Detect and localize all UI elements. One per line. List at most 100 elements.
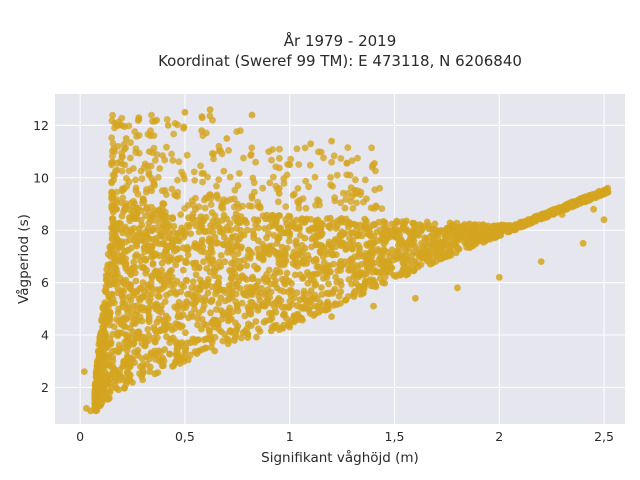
scatter-point	[271, 304, 279, 311]
scatter-point	[216, 224, 223, 232]
scatter-point	[162, 224, 170, 232]
scatter-point	[310, 312, 317, 319]
scatter-point	[168, 150, 176, 158]
scatter-point	[139, 195, 147, 203]
scatter-point	[137, 216, 145, 224]
scatter-point	[147, 162, 155, 170]
scatter-point	[450, 221, 457, 229]
scatter-point	[235, 170, 243, 177]
scatter-point	[267, 327, 275, 335]
scatter-point	[180, 123, 188, 131]
scatter-point	[338, 261, 345, 269]
scatter-point	[159, 211, 167, 218]
scatter-point	[124, 354, 131, 362]
scatter-point	[93, 383, 101, 391]
scatter-point	[225, 337, 233, 344]
scatter-point	[96, 350, 103, 358]
scatter-point	[186, 351, 194, 359]
scatter-point	[394, 271, 402, 279]
scatter-point	[262, 215, 269, 223]
scatter-point	[344, 190, 352, 197]
scatter-point	[151, 370, 159, 378]
scatter-point	[156, 165, 164, 172]
scatter-point	[269, 173, 277, 181]
scatter-point	[170, 222, 178, 230]
scatter-point	[423, 218, 431, 226]
scatter-point	[190, 300, 198, 308]
scatter-point	[211, 347, 219, 355]
scatter-point	[285, 277, 293, 285]
scatter-point	[248, 111, 256, 119]
scatter-point	[537, 258, 545, 265]
scatter-point	[298, 215, 306, 223]
scatter-point	[548, 209, 556, 217]
scatter-point	[220, 211, 228, 219]
scatter-point	[147, 184, 155, 192]
scatter-point	[372, 281, 379, 289]
scatter-point	[171, 120, 179, 127]
scatter-point	[298, 242, 306, 249]
scatter-point	[147, 127, 154, 135]
scatter-point	[325, 241, 333, 248]
scatter-point	[526, 220, 533, 228]
scatter-point	[158, 259, 166, 267]
scatter-point	[268, 309, 276, 317]
scatter-point	[250, 179, 258, 187]
scatter-point	[183, 290, 191, 298]
scatter-point	[181, 349, 189, 357]
scatter-point	[342, 196, 349, 203]
scatter-point	[263, 244, 271, 252]
scatter-point	[109, 271, 117, 278]
scatter-point	[198, 114, 206, 122]
scatter-point	[240, 256, 248, 264]
scatter-point	[130, 197, 137, 205]
scatter-point	[196, 286, 204, 293]
scatter-point	[127, 314, 135, 321]
scatter-point	[219, 337, 227, 345]
scatter-point	[80, 368, 88, 375]
scatter-point	[383, 268, 391, 276]
scatter-point	[283, 220, 290, 228]
scatter-point	[181, 108, 189, 116]
scatter-point	[131, 128, 139, 136]
scatter-point	[244, 303, 252, 311]
scatter-point	[145, 148, 153, 156]
scatter-point	[443, 233, 450, 241]
scatter-point	[180, 283, 188, 290]
scatter-point	[272, 163, 280, 171]
scatter-point	[206, 191, 214, 199]
scatter-point	[576, 196, 584, 204]
scatter-point	[103, 343, 111, 351]
scatter-point	[177, 288, 185, 296]
scatter-point	[276, 154, 283, 162]
scatter-point	[165, 234, 173, 242]
scatter-point	[329, 251, 336, 259]
scatter-point	[474, 224, 482, 232]
scatter-point	[172, 191, 179, 199]
scatter-point	[180, 266, 187, 274]
scatter-point	[431, 220, 439, 228]
scatter-point	[153, 318, 161, 326]
scatter-point	[192, 271, 200, 279]
scatter-point	[241, 312, 249, 320]
scatter-point	[138, 175, 146, 183]
scatter-point	[142, 256, 150, 264]
scatter-point	[342, 241, 350, 249]
scatter-point	[506, 224, 513, 232]
scatter-point	[286, 323, 294, 331]
scatter-point	[289, 253, 297, 261]
scatter-point	[155, 220, 163, 227]
scatter-point	[330, 152, 338, 160]
scatter-point	[218, 201, 226, 209]
scatter-point	[130, 237, 138, 244]
scatter-point	[118, 114, 126, 122]
scatter-point	[126, 281, 133, 288]
scatter-point	[188, 284, 196, 292]
scatter-point	[451, 229, 459, 237]
scatter-point	[278, 275, 286, 283]
scatter-point	[113, 316, 121, 323]
x-tick-label: 1,5	[385, 429, 405, 444]
scatter-point	[253, 265, 261, 273]
scatter-point	[148, 174, 156, 182]
scatter-point	[189, 278, 197, 286]
